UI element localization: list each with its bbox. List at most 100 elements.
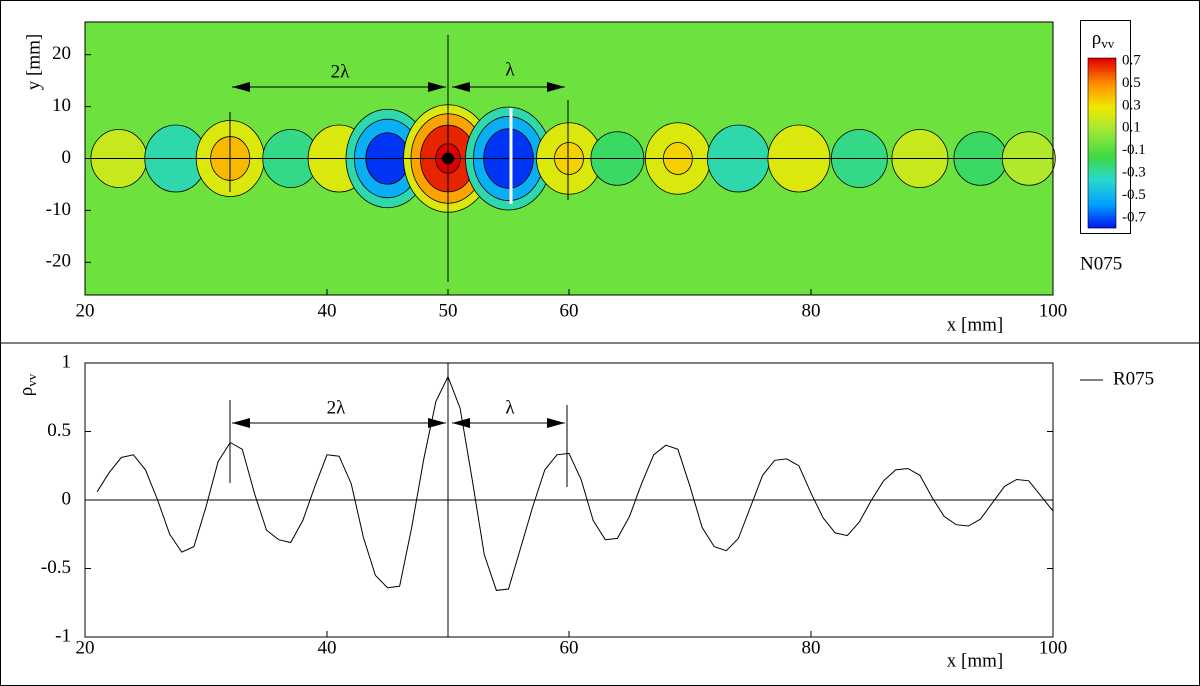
colorbar-tick-label: 0.3 [1122,97,1141,113]
x-tick-label: 100 [1039,637,1068,658]
colorbar-frame [1087,57,1117,229]
colorbar-strip [1088,110,1116,113]
x-tick-label: 40 [318,300,337,321]
colorbar-strip [1088,204,1116,207]
label-main: ρ [1092,28,1101,49]
y-tick-label: -10 [46,199,71,220]
annotation: λ [505,397,515,418]
x-tick-label: 80 [802,637,821,658]
annotation: 2λ [331,61,351,82]
arrow-head [232,418,250,428]
colorbar-strip [1088,128,1116,131]
colorbar-strip [1088,72,1116,75]
colorbar-strip [1088,218,1116,221]
arrow-head [428,418,446,428]
colorbar-strip [1088,226,1116,229]
x-tick-label: 100 [1039,300,1068,321]
colorbar-strip [1088,86,1116,89]
colorbar-strip [1088,124,1116,127]
colorbar-strip [1088,114,1116,117]
colorbar-strip [1088,194,1116,197]
x-tick-label: 20 [76,637,95,658]
y-tick-label: 10 [52,95,71,116]
colorbar-strip [1088,104,1116,107]
colorbar-strip [1088,130,1116,133]
colorbar-strip [1088,132,1116,135]
colorbar-strip [1088,66,1116,69]
bottom-annotations: 2λ λ [229,363,568,637]
colorbar-strip [1088,76,1116,79]
axis-label: ρvv [16,373,39,396]
x-tick-label: 50 [439,300,458,321]
colorbar-strip [1088,172,1116,175]
colorbar-strip [1088,216,1116,219]
colorbar-strip [1088,60,1116,63]
colorbar-strip [1088,220,1116,223]
colorbar-strip [1088,192,1116,195]
colorbar-strip [1088,98,1116,101]
colorbar-strip [1088,68,1116,71]
colorbar-strip [1088,138,1116,141]
y-tick-label: 0 [62,147,72,168]
colorbar-strip [1088,180,1116,183]
data-line [96,375,1054,591]
colorbar-strip [1088,158,1116,161]
colorbar-strip [1088,96,1116,99]
y-tick-label: -0.5 [41,557,71,578]
colorbar-strip [1088,78,1116,81]
colorbar-strip [1088,184,1116,187]
colorbar-tick-label: 0.7 [1122,52,1141,68]
colorbar-strip [1088,100,1116,103]
colorbar-strip [1088,160,1116,163]
colorbar-strip [1088,164,1116,167]
colorbar-strip [1088,92,1116,95]
colorbar-strip [1088,182,1116,185]
colorbar-strip [1088,94,1116,97]
x-tick-label: 60 [560,300,579,321]
panel-label: N075 [1080,253,1122,274]
colorbar-strip [1088,118,1116,121]
colorbar-strip [1088,152,1116,155]
colorbar-strip [1088,88,1116,91]
colorbar-strip [1088,74,1116,77]
colorbar-strip [1088,142,1116,145]
label-sub: vv [1101,36,1115,51]
arrow-head [452,418,470,428]
colorbar-strip [1088,134,1116,137]
colorbar-strip [1088,90,1116,93]
y-tick-label: 0 [62,488,72,509]
colorbar-strip [1088,146,1116,149]
colorbar-strip [1088,178,1116,181]
arrow-head [547,418,565,428]
x-tick-label: 80 [802,300,821,321]
colorbar-strip [1088,122,1116,125]
colorbar-strip [1088,156,1116,159]
colorbar-strip [1088,82,1116,85]
y-tick-label: 0.5 [47,420,71,441]
arrow-head [547,82,565,92]
colorbar-strip [1088,116,1116,119]
colorbar-strip [1088,206,1116,209]
colorbar-strip [1088,62,1116,65]
origin-dot [442,152,454,165]
colorbar-strip [1088,64,1116,67]
arrow-head [428,82,446,92]
colorbar-tick-label: -0.5 [1122,187,1146,203]
colorbar-strip [1088,224,1116,227]
axis-label: ρvv [1092,28,1115,51]
label-sub: vv [24,373,39,387]
colorbar-strip [1088,136,1116,139]
colorbar-strip [1088,202,1116,205]
annotation: λ [505,59,515,80]
colorbar-strip [1088,106,1116,109]
x-tick-label: 20 [76,300,95,321]
colorbar-strip [1088,148,1116,151]
arrow-head [232,82,250,92]
legend-label: R075 [1113,368,1154,389]
colorbar-tick-label: -0.1 [1122,142,1146,158]
colorbar-strip [1088,84,1116,87]
colorbar-strip [1088,170,1116,173]
colorbar-strip [1088,212,1116,215]
colorbar-strip [1088,166,1116,169]
